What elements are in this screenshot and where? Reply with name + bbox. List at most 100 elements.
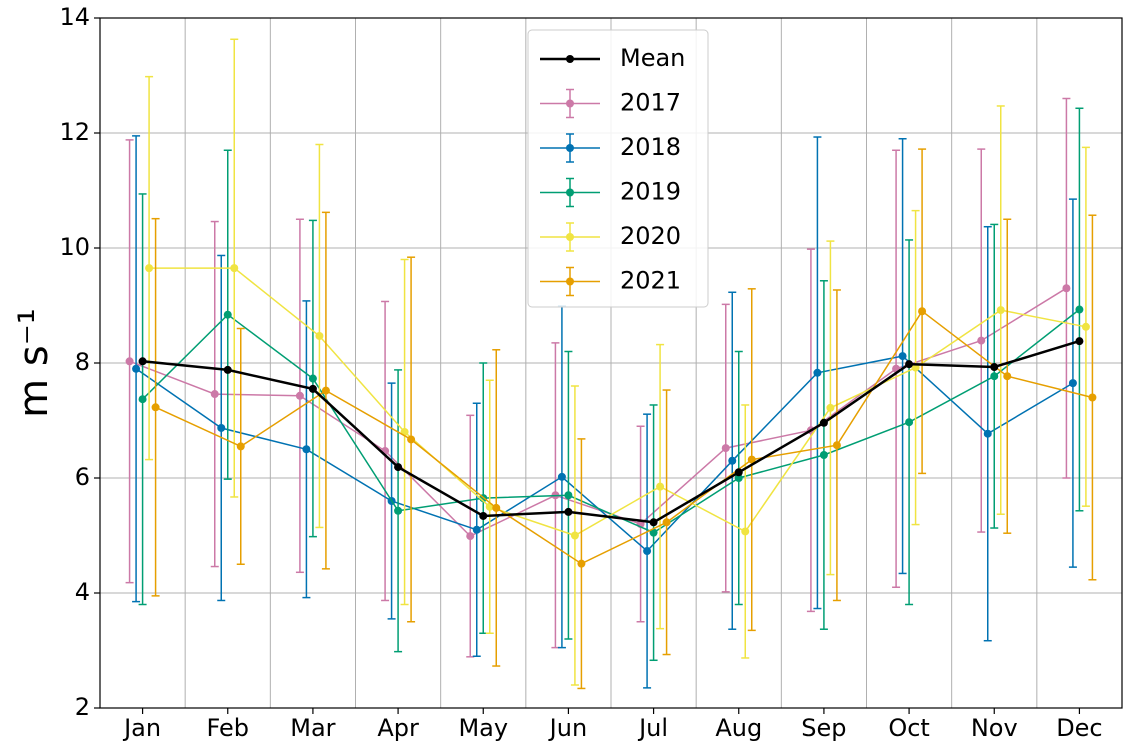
marker	[394, 463, 403, 472]
marker	[308, 374, 317, 383]
marker	[656, 482, 665, 491]
x-tick-label: Jan	[122, 714, 161, 742]
marker	[649, 528, 658, 537]
marker	[905, 360, 914, 369]
marker	[125, 357, 134, 366]
marker	[308, 384, 317, 393]
marker	[315, 331, 324, 340]
legend-label: 2020	[620, 222, 681, 250]
marker	[236, 442, 245, 451]
legend-label: 2018	[620, 133, 681, 161]
legend-marker	[566, 55, 574, 63]
legend-label: 2021	[620, 267, 681, 295]
marker	[905, 418, 914, 427]
marker	[564, 507, 573, 516]
marker	[138, 395, 147, 404]
marker	[747, 455, 756, 464]
y-tick-label: 8	[75, 348, 90, 376]
series	[125, 97, 1071, 658]
marker	[230, 264, 239, 273]
marker	[557, 472, 566, 481]
marker	[996, 306, 1005, 315]
legend-label: Mean	[620, 44, 685, 72]
marker	[577, 559, 586, 568]
series	[138, 107, 1084, 662]
marker	[1075, 337, 1084, 346]
marker	[1062, 284, 1071, 293]
marker	[295, 391, 304, 400]
marker	[990, 363, 999, 372]
marker	[394, 506, 403, 515]
x-tick-label: Mar	[290, 714, 335, 742]
marker	[734, 468, 743, 477]
marker	[819, 418, 828, 427]
marker	[813, 368, 822, 377]
series	[151, 148, 1097, 690]
marker	[1068, 379, 1077, 388]
legend-marker	[566, 233, 574, 241]
marker	[1081, 322, 1090, 331]
marker	[210, 390, 219, 399]
marker	[898, 352, 907, 361]
x-tick-label: May	[458, 714, 508, 742]
x-tick-label: Feb	[207, 714, 250, 742]
marker	[492, 503, 501, 512]
legend-label: 2019	[620, 178, 681, 206]
marker	[132, 364, 141, 373]
x-tick-label: Nov	[971, 714, 1018, 742]
y-tick-label: 14	[59, 3, 90, 31]
marker	[918, 307, 927, 316]
marker	[819, 451, 828, 459]
marker	[741, 527, 750, 536]
series-line	[135, 355, 1074, 553]
plot-frame	[99, 17, 1123, 709]
marker	[302, 445, 311, 454]
marker	[832, 441, 841, 450]
legend-marker	[566, 188, 574, 197]
marker	[570, 531, 579, 540]
marker	[977, 336, 986, 345]
marker	[643, 547, 652, 556]
x-tick-label: Jun	[548, 714, 588, 742]
marker	[407, 435, 416, 444]
marker	[990, 372, 999, 381]
legend-marker	[566, 144, 574, 152]
marker	[826, 403, 835, 412]
marker	[734, 474, 743, 482]
marker	[983, 429, 992, 438]
x-tick-label: Jul	[637, 714, 668, 742]
x-tick-label: Apr	[377, 714, 419, 742]
series	[138, 337, 1084, 527]
marker	[1075, 305, 1084, 314]
marker	[479, 511, 488, 520]
marker	[472, 525, 481, 534]
marker	[466, 532, 475, 541]
marker	[1088, 393, 1097, 402]
marker	[145, 264, 154, 273]
legend-label: 2017	[620, 89, 681, 117]
marker	[321, 386, 330, 395]
marker	[721, 444, 730, 453]
marker	[662, 518, 671, 527]
y-tick-label: 6	[75, 463, 90, 491]
y-tick-label: 4	[75, 578, 90, 606]
x-tick-label: Oct	[888, 714, 930, 742]
series-line	[142, 339, 1080, 524]
marker	[223, 310, 232, 319]
marker	[728, 456, 737, 465]
x-tick-label: Sep	[801, 714, 846, 742]
y-axis-label: m s⁻¹	[11, 308, 57, 418]
marker	[217, 423, 226, 432]
x-tick-label: Aug	[715, 714, 762, 742]
legend-marker	[566, 277, 574, 286]
series	[132, 135, 1077, 689]
marker	[564, 491, 573, 500]
y-tick-label: 10	[59, 233, 90, 261]
marker	[151, 403, 160, 412]
y-tick-label: 12	[59, 118, 90, 146]
marker	[138, 357, 147, 366]
marker	[1003, 372, 1012, 381]
x-tick-label: Dec	[1056, 714, 1102, 742]
marker	[223, 365, 232, 374]
